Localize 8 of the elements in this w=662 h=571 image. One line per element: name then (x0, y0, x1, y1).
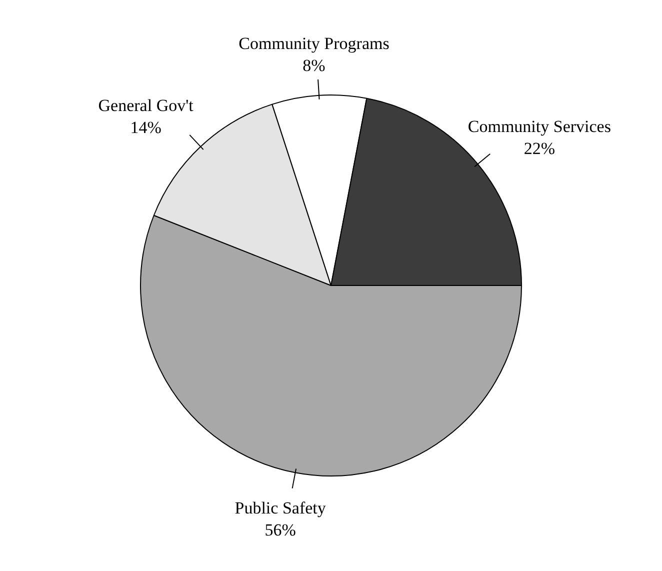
slice-label: Community Programs (238, 34, 390, 53)
slice-label: General Gov't (98, 96, 194, 115)
data-label: 56% (264, 520, 296, 540)
data-label: 14% (130, 118, 162, 137)
slice-label: Public Safety (234, 498, 326, 518)
data-label: 22% (524, 139, 556, 158)
data-label: 8% (302, 56, 326, 75)
slice-label: Community Services (468, 117, 611, 136)
